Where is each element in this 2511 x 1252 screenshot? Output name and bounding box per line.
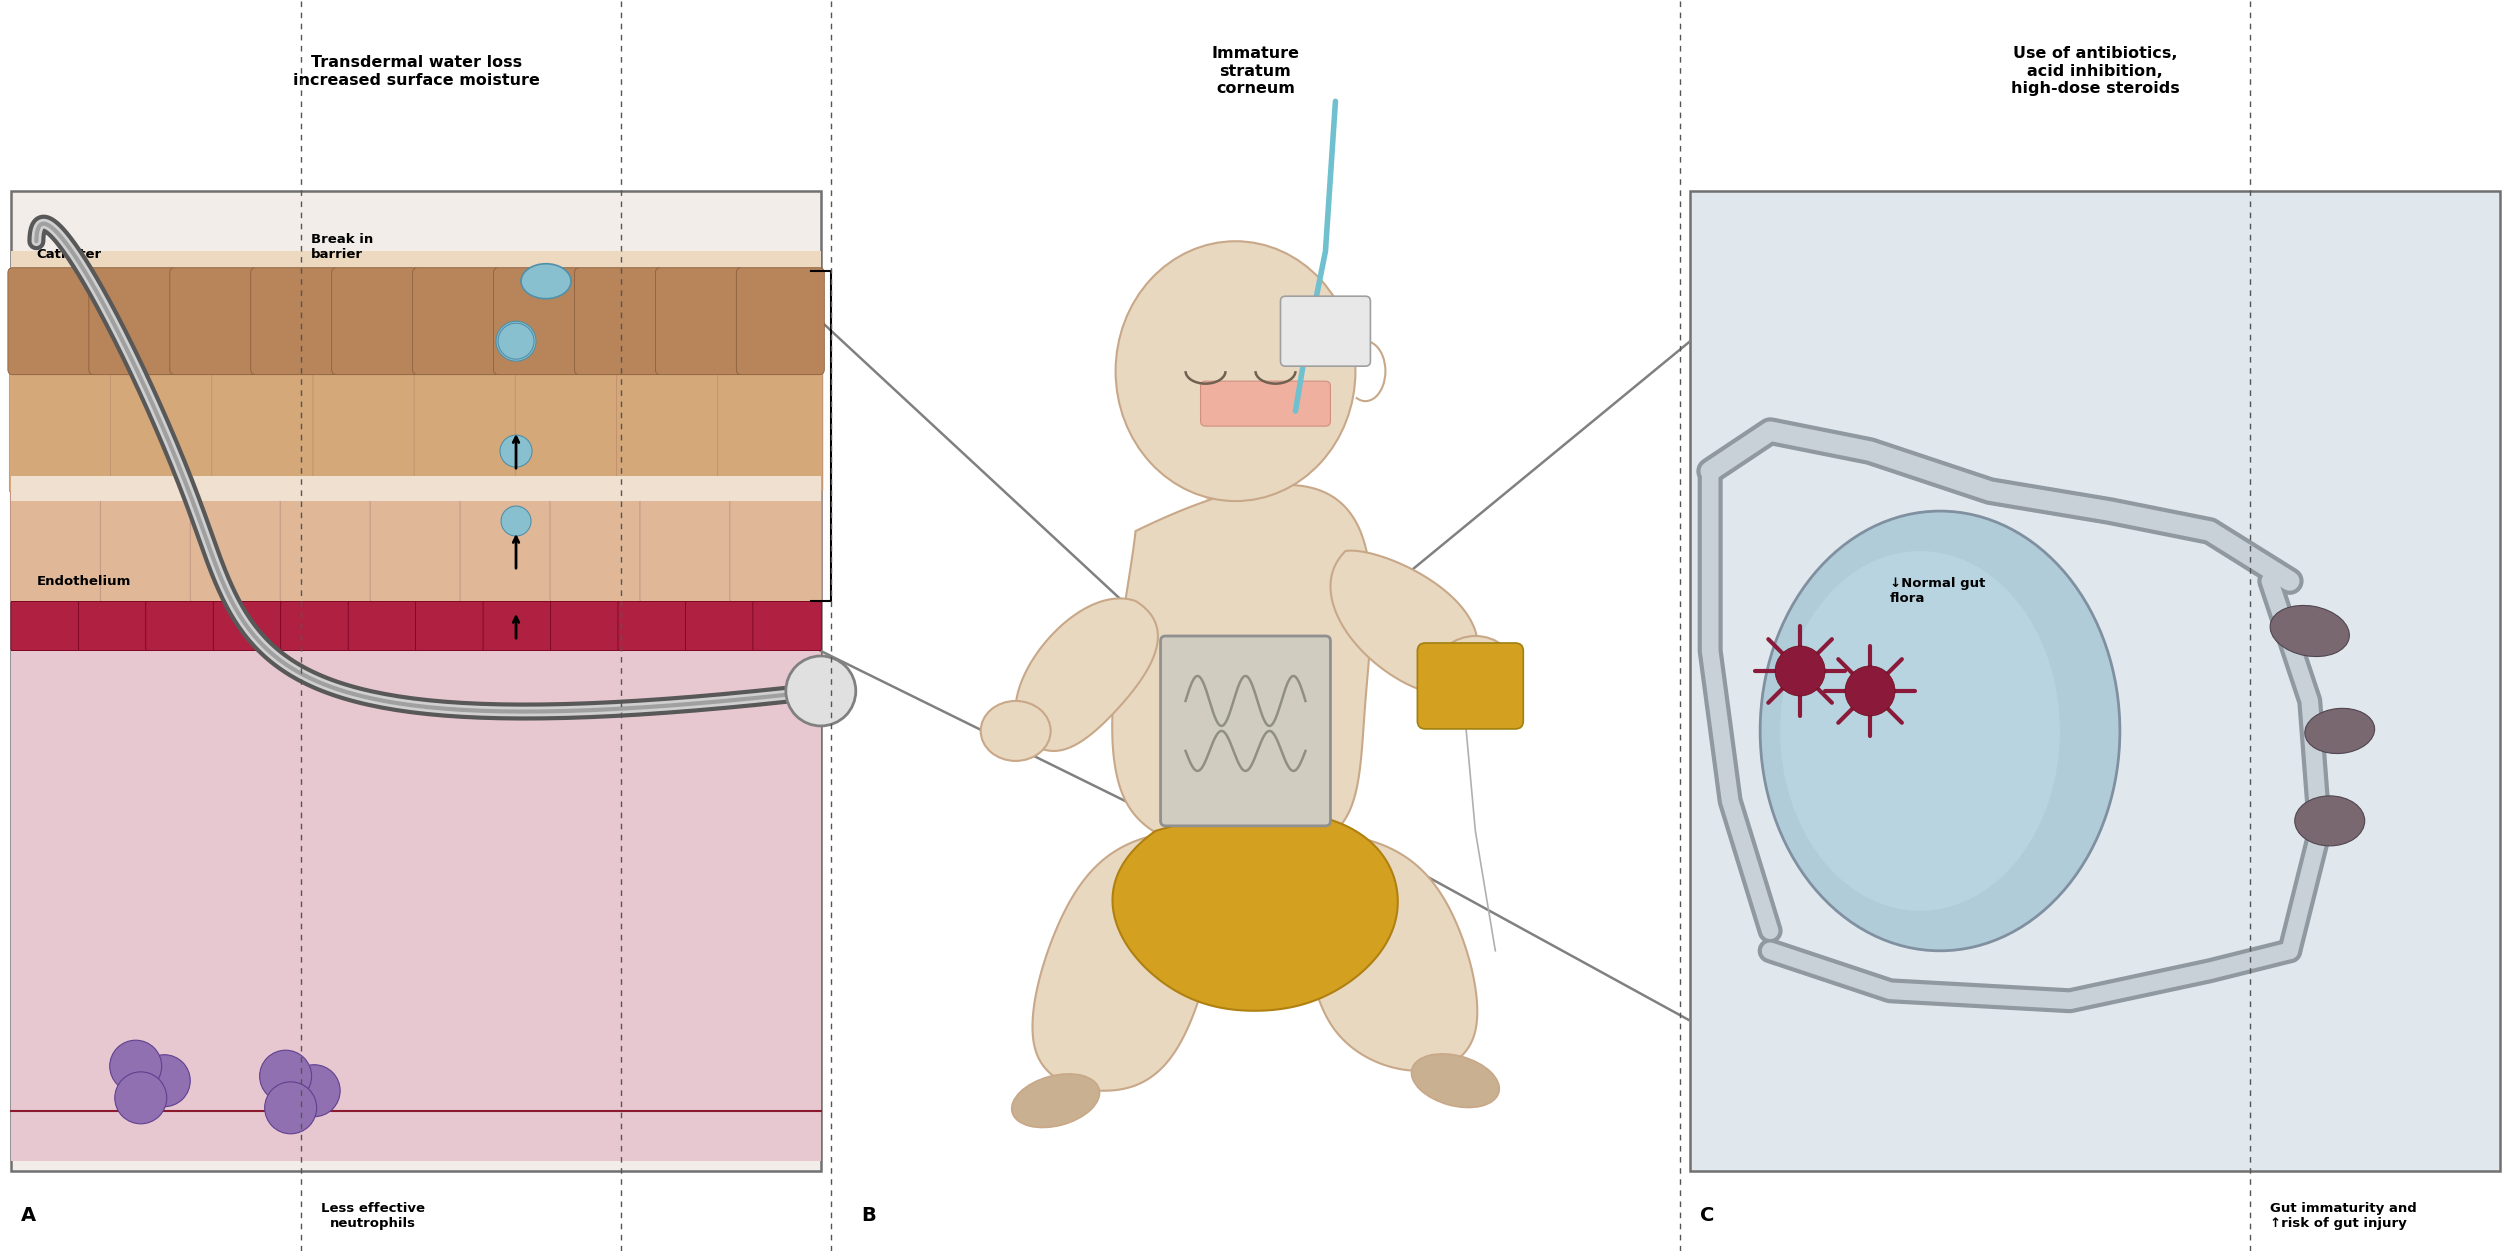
Circle shape [786, 656, 856, 726]
FancyBboxPatch shape [314, 369, 419, 493]
Ellipse shape [2295, 796, 2365, 846]
FancyBboxPatch shape [753, 601, 821, 651]
FancyBboxPatch shape [110, 369, 216, 493]
FancyBboxPatch shape [460, 490, 552, 602]
Text: Catheter: Catheter [35, 248, 100, 262]
FancyBboxPatch shape [618, 601, 686, 651]
FancyBboxPatch shape [731, 490, 821, 602]
Circle shape [1846, 666, 1896, 716]
Circle shape [502, 506, 530, 536]
Circle shape [138, 1054, 191, 1107]
Polygon shape [1112, 811, 1399, 1010]
Circle shape [116, 1072, 166, 1124]
FancyBboxPatch shape [369, 490, 462, 602]
Ellipse shape [982, 701, 1050, 761]
FancyBboxPatch shape [515, 369, 620, 493]
Bar [13, 252, 821, 601]
Bar [13, 476, 821, 501]
FancyBboxPatch shape [281, 490, 372, 602]
Polygon shape [1032, 830, 1220, 1090]
FancyBboxPatch shape [10, 369, 116, 493]
Ellipse shape [520, 264, 570, 299]
Circle shape [500, 436, 532, 467]
Ellipse shape [1012, 1074, 1100, 1128]
FancyBboxPatch shape [349, 601, 417, 651]
Circle shape [264, 1082, 316, 1134]
FancyBboxPatch shape [482, 601, 552, 651]
Text: Immature
stratum
corneum: Immature stratum corneum [1210, 46, 1301, 96]
FancyBboxPatch shape [171, 268, 259, 374]
Text: ↓Normal gut
flora: ↓Normal gut flora [1891, 577, 1986, 605]
Bar [13, 651, 821, 1161]
Polygon shape [1296, 831, 1476, 1070]
Ellipse shape [2305, 709, 2375, 754]
Text: Transdermal water loss
increased surface moisture: Transdermal water loss increased surface… [294, 55, 540, 88]
FancyBboxPatch shape [575, 268, 663, 374]
Text: Less effective
neutrophils: Less effective neutrophils [321, 1202, 424, 1229]
FancyBboxPatch shape [331, 268, 419, 374]
FancyBboxPatch shape [78, 601, 146, 651]
FancyBboxPatch shape [281, 601, 349, 651]
Circle shape [497, 323, 535, 359]
Text: Use of antibiotics,
acid inhibition,
high-dose steroids: Use of antibiotics, acid inhibition, hig… [2011, 46, 2180, 96]
Text: Endothelium: Endothelium [35, 575, 131, 587]
FancyBboxPatch shape [211, 369, 316, 493]
FancyBboxPatch shape [686, 601, 753, 651]
FancyBboxPatch shape [718, 369, 824, 493]
FancyBboxPatch shape [417, 601, 485, 651]
FancyBboxPatch shape [736, 268, 824, 374]
FancyBboxPatch shape [1200, 381, 1331, 426]
Bar [1205, 451, 1286, 521]
FancyBboxPatch shape [550, 490, 643, 602]
FancyBboxPatch shape [251, 268, 339, 374]
Text: Break in
barrier: Break in barrier [311, 233, 374, 262]
FancyBboxPatch shape [412, 268, 500, 374]
Ellipse shape [1115, 242, 1356, 501]
Text: A: A [23, 1206, 38, 1226]
Ellipse shape [1411, 1054, 1499, 1108]
Circle shape [497, 322, 535, 361]
FancyBboxPatch shape [10, 601, 80, 651]
Bar [1690, 192, 2498, 1171]
Ellipse shape [1436, 636, 1514, 706]
Text: B: B [861, 1206, 876, 1226]
FancyBboxPatch shape [495, 268, 583, 374]
Circle shape [259, 1050, 311, 1102]
Polygon shape [1014, 598, 1158, 751]
Circle shape [110, 1040, 161, 1092]
FancyBboxPatch shape [88, 268, 176, 374]
FancyBboxPatch shape [213, 601, 281, 651]
FancyBboxPatch shape [550, 601, 618, 651]
Ellipse shape [1760, 511, 2119, 950]
FancyBboxPatch shape [146, 601, 213, 651]
Circle shape [1775, 646, 1825, 696]
Bar [13, 601, 821, 651]
FancyBboxPatch shape [10, 490, 103, 602]
Circle shape [289, 1064, 339, 1117]
Polygon shape [1331, 551, 1479, 694]
Text: Gut immaturity and
↑risk of gut injury: Gut immaturity and ↑risk of gut injury [2270, 1202, 2416, 1229]
Ellipse shape [1780, 551, 2059, 910]
FancyBboxPatch shape [1416, 644, 1524, 729]
FancyBboxPatch shape [655, 268, 743, 374]
FancyBboxPatch shape [1160, 636, 1331, 826]
FancyBboxPatch shape [640, 490, 731, 602]
Text: C: C [1700, 1206, 1715, 1226]
FancyBboxPatch shape [8, 268, 95, 374]
FancyBboxPatch shape [618, 369, 721, 493]
FancyBboxPatch shape [414, 369, 520, 493]
Polygon shape [1112, 485, 1371, 854]
FancyBboxPatch shape [100, 490, 193, 602]
FancyBboxPatch shape [1281, 297, 1371, 366]
FancyBboxPatch shape [191, 490, 281, 602]
Ellipse shape [2270, 606, 2350, 656]
Bar [13, 192, 821, 1171]
